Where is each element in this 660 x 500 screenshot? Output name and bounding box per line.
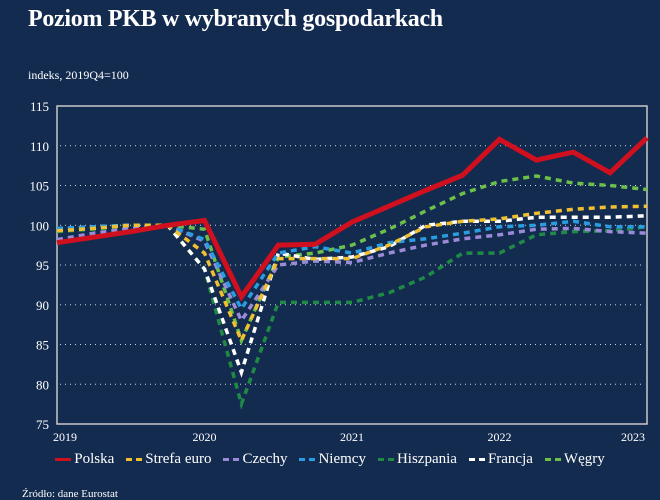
legend-item: Hiszpania	[377, 451, 457, 468]
legend-label: Czechy	[242, 451, 288, 467]
x-tick-label: 2021	[340, 430, 364, 444]
legend-label: Francja	[487, 451, 533, 467]
y-tick-label: 105	[30, 179, 50, 194]
legend-item: Francja	[468, 451, 533, 468]
legend-label: Strefa euro	[145, 451, 212, 467]
y-tick-label: 80	[36, 377, 49, 392]
x-tick-label: 2019	[53, 430, 77, 444]
series-line-francja	[56, 213, 648, 378]
legend-item: Niemcy	[299, 451, 366, 468]
series-line-czechy	[56, 223, 648, 325]
source-note: Źródło: dane Eurostat	[22, 488, 118, 500]
legend-label: Polska	[74, 451, 115, 467]
chart-title: Poziom PKB w wybranych gospodarkach	[28, 6, 443, 32]
plot-frame	[56, 105, 648, 425]
legend-swatch	[544, 458, 561, 461]
legend-item: Czechy	[223, 451, 287, 468]
x-tick-label: 2023	[621, 430, 645, 444]
legend-item: Węgry	[544, 451, 605, 468]
legend-swatch	[377, 458, 394, 461]
legend-swatch	[55, 458, 72, 461]
y-tick-label: 115	[30, 99, 49, 114]
legend-swatch	[223, 458, 240, 461]
y-tick-label: 100	[30, 218, 50, 233]
x-tick-label: 2020	[193, 430, 217, 444]
series-line-węgry	[56, 174, 648, 346]
series-line-hiszpania	[56, 223, 648, 410]
y-axis-unit-label: indeks, 2019Q4=100	[28, 68, 129, 82]
y-tick-label: 95	[36, 258, 49, 273]
legend-label: Węgry	[563, 451, 605, 467]
legend-swatch	[468, 458, 485, 461]
legend-swatch	[299, 458, 316, 461]
legend-item: Polska	[55, 451, 114, 468]
y-tick-label: 90	[36, 298, 49, 313]
y-tick-label: 110	[30, 139, 49, 154]
y-tick-label: 75	[36, 417, 49, 432]
series-line-strefa-euro	[56, 204, 648, 345]
legend-item: Strefa euro	[126, 451, 211, 468]
legend-label: Niemcy	[318, 451, 366, 467]
y-tick-label: 85	[36, 338, 49, 353]
x-tick-label: 2022	[488, 430, 512, 444]
legend-label: Hiszpania	[396, 451, 457, 467]
legend-swatch	[126, 458, 143, 461]
chart-legend: Polska Strefa euro Czechy Niemcy Hiszpania Fr…	[0, 451, 660, 468]
series-line-polska	[56, 135, 649, 302]
